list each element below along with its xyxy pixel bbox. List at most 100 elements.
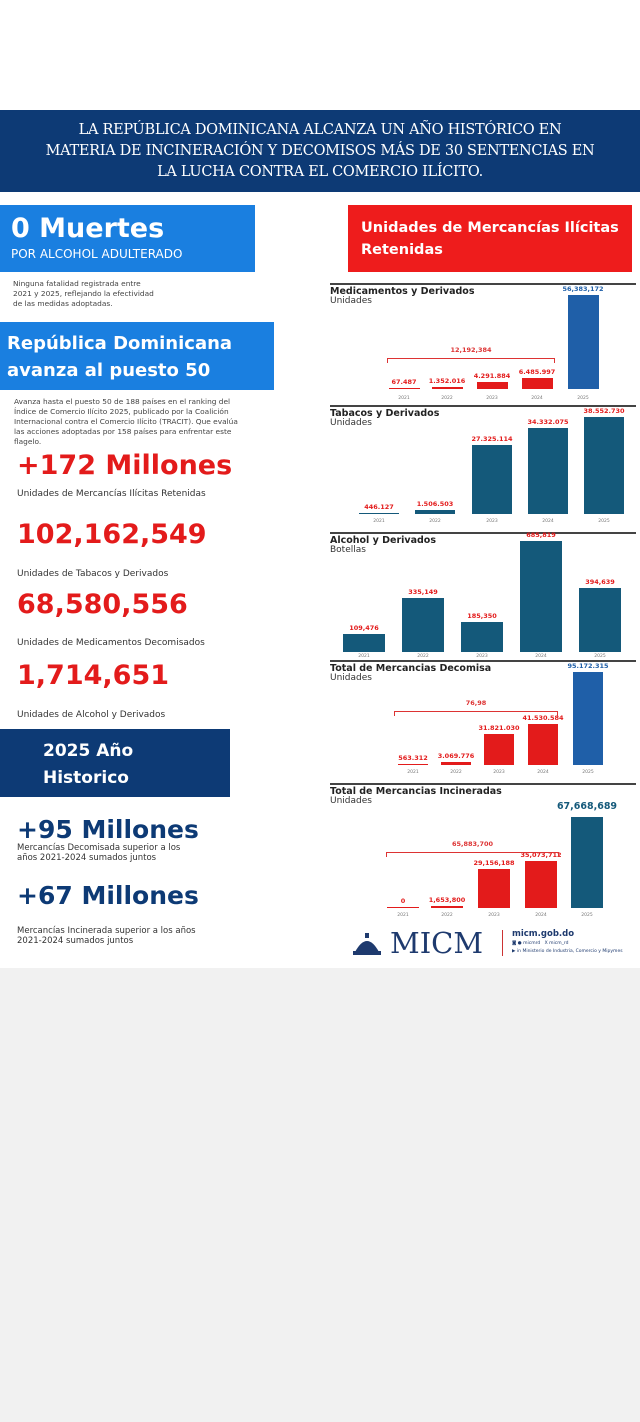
chart-bar	[571, 817, 603, 908]
year-label: 2022	[429, 519, 441, 524]
seized-value: +95 Millones	[17, 815, 199, 844]
year-label: 2024	[531, 396, 543, 401]
incinerated-value: +67 Millones	[17, 881, 199, 910]
year-label: 2025	[577, 396, 589, 401]
chart-unit: Unidades	[330, 673, 372, 683]
bar-value-label: 41.530.584	[522, 714, 564, 723]
chart-divider	[330, 660, 636, 662]
bar-value-label: 95.172.315	[567, 662, 609, 670]
year-label: 2024	[535, 913, 547, 918]
chart-bar	[415, 510, 455, 514]
chart-bar	[584, 417, 624, 514]
bar-value-label: 335,149	[408, 587, 438, 596]
year-label: 2025	[581, 913, 593, 918]
bar-value-label: 1,653,800	[428, 895, 466, 904]
chart-bar	[528, 427, 568, 514]
chart-divider	[330, 532, 636, 534]
chart-bar	[528, 724, 558, 765]
bar-value-label: 67.487	[391, 377, 417, 386]
bar-value-label: 563.312	[398, 753, 428, 762]
chart-bar	[398, 763, 428, 765]
year-label: 2021	[397, 913, 409, 918]
chart-bar	[343, 634, 385, 652]
chart-bar	[388, 387, 420, 389]
bar-value-label: 67,668,689	[556, 801, 618, 812]
ministry-name: ▶ in Ministerio de Industria, Comercio y…	[512, 949, 623, 954]
year-label: 2022	[417, 654, 429, 659]
year-label: 2021	[407, 770, 419, 775]
stat-tobacco-value: 102,162,549	[17, 519, 207, 550]
seized-label: Mercancías Decomisada superior a los año…	[17, 843, 181, 863]
bracket	[386, 852, 559, 857]
year-label: 2024	[535, 654, 547, 659]
stat-medicine-label: Unidades de Medicamentos Decomisados	[17, 638, 205, 648]
chart-bar	[484, 733, 514, 765]
year-label: 2023	[493, 770, 505, 775]
bracket	[387, 358, 555, 363]
chart-bar	[476, 381, 508, 389]
chart-divider	[330, 283, 636, 285]
bar-value-label: 6.485.997	[518, 368, 556, 377]
year-label: 2022	[450, 770, 462, 775]
chart-bar	[567, 295, 599, 389]
bar-value-label: 38.552.730	[583, 407, 625, 415]
bracket-label: 65,883,700	[451, 840, 494, 848]
chart-unit: Unidades	[330, 296, 372, 306]
year-label: 2021	[358, 654, 370, 659]
bar-value-label: 34.332.075	[527, 417, 569, 426]
chart-bar	[359, 512, 399, 514]
website-link[interactable]: micm.gob.do	[512, 929, 575, 939]
footer: MICM micm.gob.do ◙ ● micmrd X micm_rd ▶ …	[352, 926, 637, 960]
chart-bar	[441, 762, 471, 765]
bracket-label: 12,192,384	[450, 346, 492, 354]
ministry-text: Ministerio de Industria, Comercio y Mipy…	[522, 949, 623, 954]
right-banner: Unidades de Mercancías Ilícitas Retenida…	[348, 205, 632, 272]
chart-divider	[330, 405, 636, 407]
chart-bar	[521, 378, 553, 389]
year-label: 2021	[373, 519, 385, 524]
deaths-box: 0 Muertes POR ALCOHOL ADULTERADO	[0, 205, 255, 272]
social-handle-2: micm_rd	[549, 941, 569, 946]
stat-medicine-value: 68,580,556	[17, 589, 188, 620]
bar-value-label: 31.821.030	[478, 723, 520, 732]
bracket-label: 76,98	[465, 699, 487, 707]
year-label: 2025	[598, 519, 610, 524]
ranking-text: Avanza hasta el puesto 50 de 188 países …	[14, 397, 238, 446]
bar-value-label: 109,476	[349, 624, 379, 633]
bar-value-label: 685,819	[526, 531, 556, 539]
chart-bar	[525, 860, 557, 908]
chart-bar	[520, 541, 562, 652]
year-label: 2025	[582, 770, 594, 775]
chart-bar	[461, 622, 503, 652]
bar-value-label: 0	[400, 896, 406, 905]
bar-value-label: 185,350	[467, 612, 497, 620]
stat-alcohol-value: 1,714,651	[17, 660, 170, 691]
chart-title: Total de Mercancias Decomisa	[330, 663, 492, 674]
infographic: LA REPÚBLICA DOMINICANA ALCANZA UN AÑO H…	[0, 0, 640, 968]
chart-bar	[579, 588, 621, 652]
incinerated-label: Mercancías Incinerada superior a los año…	[17, 926, 196, 946]
stat-alcohol-label: Unidades de Alcohol y Derivados	[17, 710, 166, 720]
chart-bar	[472, 445, 512, 514]
year-label: 2023	[486, 396, 498, 401]
deaths-subtitle: POR ALCOHOL ADULTERADO	[11, 247, 183, 261]
chart-bar	[573, 672, 603, 765]
bar-value-label: 29,156,188	[473, 858, 515, 867]
bracket	[394, 711, 558, 716]
year-label: 2023	[486, 519, 498, 524]
chart-bar	[402, 597, 444, 652]
chart-unit: Unidades	[330, 796, 372, 806]
deaths-text: Ninguna fatalidad registrada entre 2021 …	[13, 279, 154, 308]
year-label: 2022	[441, 396, 453, 401]
deaths-title: 0 Muertes	[11, 213, 165, 244]
year-label: 2022	[441, 913, 453, 918]
bar-value-label: 394,639	[585, 578, 615, 587]
stat-total-value: +172 Millones	[17, 450, 233, 481]
chart-title: Tabacos y Derivados	[330, 408, 440, 419]
headline-banner: LA REPÚBLICA DOMINICANA ALCANZA UN AÑO H…	[0, 110, 640, 192]
chart-bar	[431, 905, 463, 908]
micm-logo: MICM	[390, 926, 484, 960]
social-handles: ◙ ● micmrd X micm_rd	[512, 941, 569, 946]
chart-bar	[431, 386, 463, 389]
bar-value-label: 27.325.114	[471, 435, 513, 444]
